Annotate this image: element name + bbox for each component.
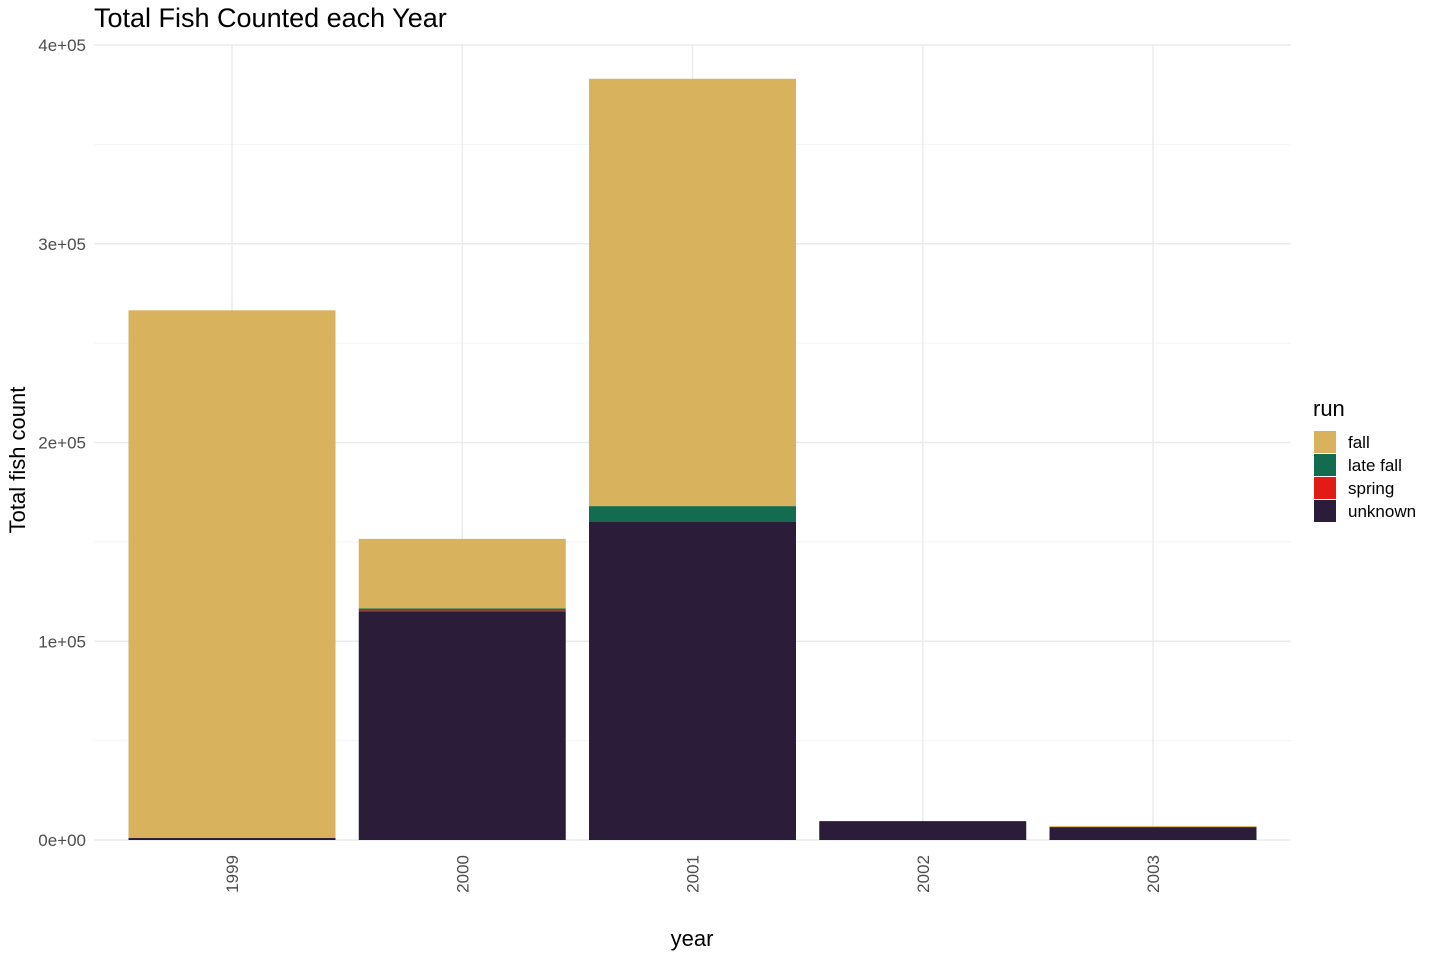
legend-label: spring <box>1348 479 1394 498</box>
x-tick-label: 1999 <box>223 855 242 893</box>
y-tick-label: 4e+05 <box>38 36 86 55</box>
bar-2003-unknown <box>1049 827 1257 840</box>
y-tick-label: 0e+00 <box>38 831 86 850</box>
bar-1999-unknown <box>128 838 336 840</box>
x-axis-title: year <box>671 926 714 951</box>
legend-key-unknown <box>1314 500 1336 522</box>
x-tick-label: 2001 <box>684 855 703 893</box>
bar-2001-fall <box>589 78 796 507</box>
bar-2003-fall <box>1049 826 1257 828</box>
x-axis-ticks: 1999 2000 2001 2002 2003 <box>223 855 1163 893</box>
bar-2002-unknown <box>819 821 1027 840</box>
y-tick-label: 2e+05 <box>38 434 86 453</box>
legend-label: unknown <box>1348 502 1416 521</box>
bar-2001-late-fall <box>589 506 796 522</box>
legend-key-fall <box>1314 431 1336 453</box>
y-tick-label: 3e+05 <box>38 235 86 254</box>
bar-2001-unknown <box>589 522 796 840</box>
x-tick-label: 2003 <box>1144 855 1163 893</box>
bar-2000-late-fall <box>358 608 566 611</box>
x-tick-label: 2002 <box>914 855 933 893</box>
chart-title: Total Fish Counted each Year <box>94 3 447 33</box>
bar-2000-unknown <box>358 611 566 840</box>
legend-items: fall late fall spring unknown <box>1314 431 1416 522</box>
bar-2000-fall <box>358 538 566 609</box>
bar-1999-fall <box>128 310 336 839</box>
legend-key-late-fall <box>1314 454 1336 476</box>
legend: run fall late fall spring unknown <box>1313 396 1416 522</box>
legend-label: fall <box>1348 433 1370 452</box>
bars <box>128 78 1257 840</box>
y-tick-label: 1e+05 <box>38 632 86 651</box>
legend-key-spring <box>1314 477 1336 499</box>
y-axis-title: Total fish count <box>5 387 30 534</box>
x-tick-label: 2000 <box>453 855 472 893</box>
legend-title: run <box>1313 396 1345 421</box>
y-axis-ticks: 0e+00 1e+05 2e+05 3e+05 4e+05 <box>38 36 86 850</box>
legend-label: late fall <box>1348 456 1402 475</box>
bar-2000-spring <box>358 610 566 612</box>
